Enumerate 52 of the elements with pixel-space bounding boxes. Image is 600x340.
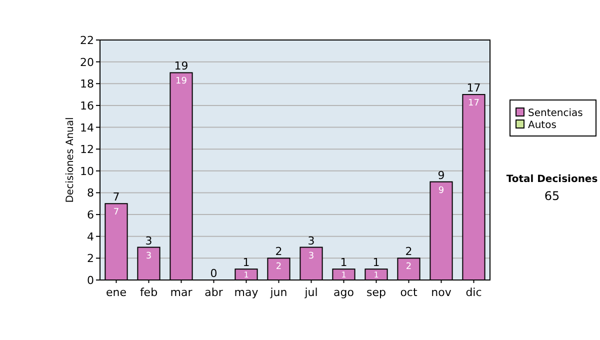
x-tick-label: jun — [269, 286, 288, 299]
x-tick-label: dic — [466, 286, 482, 299]
y-tick-label: 20 — [80, 56, 94, 69]
total-label: 3 — [308, 234, 315, 248]
text: 65 — [544, 189, 560, 203]
y-tick-label: 14 — [80, 121, 94, 134]
x-tick-label: sep — [366, 286, 386, 299]
y-tick-label: 6 — [87, 208, 94, 222]
legend-label: Sentencias — [528, 108, 583, 119]
x-tick-label: ene — [106, 286, 127, 299]
x-tick-label: oct — [400, 286, 418, 299]
y-tick-label: 16 — [80, 99, 94, 112]
x-tick-label: feb — [140, 286, 158, 299]
total-label: 1 — [242, 256, 250, 270]
total-label: 1 — [340, 256, 348, 270]
total-label: 19 — [174, 60, 188, 73]
data-label: 3 — [146, 251, 152, 262]
y-tick-label: 4 — [87, 230, 94, 244]
data-label: 3 — [308, 251, 314, 262]
x-tick-label: ago — [334, 286, 354, 299]
legend-label: Autos — [528, 120, 556, 131]
data-label: 19 — [176, 76, 188, 87]
total-label: 0 — [210, 267, 218, 280]
data-label: 2 — [406, 262, 412, 272]
total-label: 3 — [145, 234, 152, 248]
x-tick-label: abr — [204, 286, 224, 299]
data-label: 17 — [468, 98, 480, 109]
x-tick-label: may — [234, 286, 259, 299]
y-tick-label: 22 — [80, 34, 94, 47]
y-tick-label: 18 — [80, 78, 94, 91]
y-tick-label: 12 — [80, 143, 94, 156]
y-tick-label: 10 — [80, 164, 94, 178]
total-label: 2 — [275, 245, 282, 258]
y-axis-title: Decisiones Anual — [65, 117, 76, 203]
data-label: 1 — [244, 270, 249, 280]
total-label: 1 — [372, 256, 380, 270]
data-label: 7 — [113, 208, 120, 218]
data-label: 9 — [438, 186, 444, 196]
data-label: 1 — [341, 270, 346, 280]
data-label: 1 — [374, 270, 379, 280]
x-tick-label: mar — [170, 286, 193, 299]
total-label: 17 — [466, 82, 481, 95]
total-label: 2 — [405, 245, 412, 258]
x-tick-label: jul — [304, 286, 318, 299]
y-tick-label: 2 — [87, 252, 94, 266]
total-label: 9 — [438, 168, 445, 182]
y-tick-label: 8 — [87, 186, 94, 200]
text: Total Decisiones — [506, 174, 598, 185]
data-label: 2 — [276, 262, 282, 272]
total-label: 7 — [112, 190, 120, 204]
y-tick-label: 0 — [87, 274, 94, 287]
x-tick-label: nov — [431, 286, 452, 299]
